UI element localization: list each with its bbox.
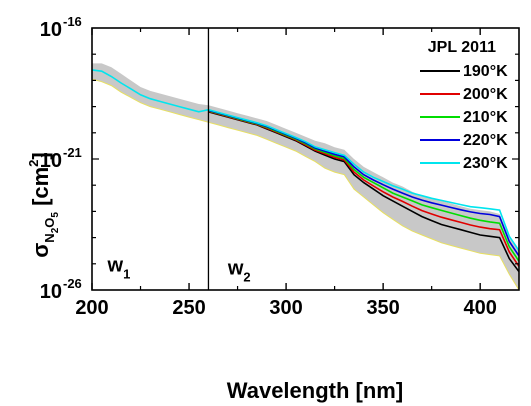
legend-entry: 220°K <box>463 132 508 149</box>
uncertainty-band <box>92 63 519 290</box>
legend-entry: 230°K <box>463 155 508 172</box>
x-axis-label: Wavelength [nm] <box>227 378 403 403</box>
region-label-2: w2 <box>227 257 251 284</box>
region-label-1: w1 <box>107 255 131 282</box>
y-tick-label: 10 <box>40 150 62 172</box>
legend: JPL 2011 190°K 200°K 210°K 220°K 230°K <box>420 39 508 172</box>
x-tick-label: 300 <box>269 297 302 319</box>
legend-entry: 210°K <box>463 109 508 126</box>
series-line-4 <box>92 69 519 252</box>
uncertainty-band-edge <box>92 78 519 290</box>
legend-title: JPL 2011 <box>428 39 496 56</box>
plot-frame <box>91 27 520 291</box>
legend-entry: 190°K <box>463 63 508 80</box>
y-tick-label: 10 <box>40 281 62 303</box>
legend-entry: 200°K <box>463 86 508 103</box>
x-tick-label: 250 <box>172 297 205 319</box>
y-tick-exponent: -21 <box>63 145 82 160</box>
y-axis-label: σN2O5 [cm2] <box>26 152 61 258</box>
y-tick-label: 10 <box>40 19 62 41</box>
plot-area <box>92 28 519 290</box>
y-tick-exponent: -16 <box>63 14 82 29</box>
x-tick-label: 350 <box>366 297 399 319</box>
x-tick-label: 200 <box>75 297 108 319</box>
x-tick-label: 400 <box>463 297 496 319</box>
y-tick-exponent: -26 <box>63 276 82 291</box>
